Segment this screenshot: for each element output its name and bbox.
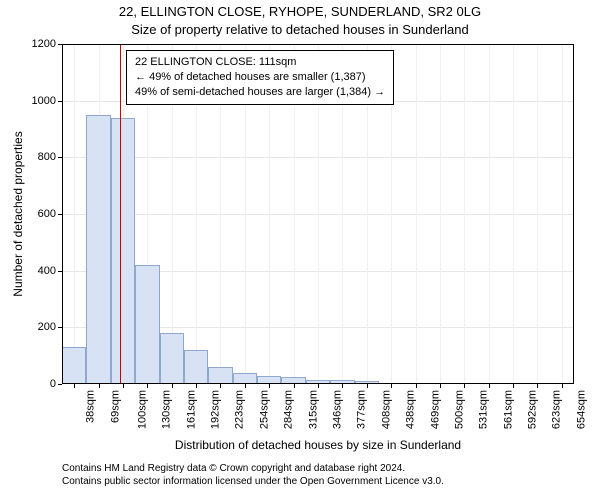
x-tick-label: 377sqm bbox=[356, 390, 368, 429]
x-tick-label: 100sqm bbox=[137, 390, 149, 429]
x-tick-mark bbox=[245, 384, 246, 388]
x-tick-mark bbox=[269, 384, 270, 388]
x-tick-mark bbox=[391, 384, 392, 388]
x-tick-mark bbox=[537, 384, 538, 388]
x-tick-mark bbox=[562, 384, 563, 388]
x-tick-label: 346sqm bbox=[332, 390, 344, 429]
x-tick-mark bbox=[464, 384, 465, 388]
page-title: 22, ELLINGTON CLOSE, RYHOPE, SUNDERLAND,… bbox=[0, 4, 600, 19]
y-tick-mark bbox=[58, 384, 62, 385]
x-tick-label: 254sqm bbox=[258, 390, 270, 429]
x-tick-label: 223sqm bbox=[234, 390, 246, 429]
x-tick-mark bbox=[74, 384, 75, 388]
x-axis-label: Distribution of detached houses by size … bbox=[62, 438, 574, 452]
x-tick-label: 561sqm bbox=[502, 390, 514, 429]
footer-line-2: Contains public sector information licen… bbox=[62, 475, 444, 488]
x-tick-mark bbox=[367, 384, 368, 388]
x-tick-label: 438sqm bbox=[405, 390, 417, 429]
x-tick-mark bbox=[318, 384, 319, 388]
x-tick-mark bbox=[147, 384, 148, 388]
x-tick-label: 500sqm bbox=[453, 390, 465, 429]
x-tick-mark bbox=[294, 384, 295, 388]
x-tick-label: 161sqm bbox=[185, 390, 197, 429]
x-tick-mark bbox=[489, 384, 490, 388]
info-line-2: ← 49% of detached houses are smaller (1,… bbox=[135, 70, 385, 85]
chart-container: 22, ELLINGTON CLOSE, RYHOPE, SUNDERLAND,… bbox=[0, 0, 600, 500]
x-tick-label: 130sqm bbox=[161, 390, 173, 429]
x-tick-label: 69sqm bbox=[109, 390, 121, 423]
x-tick-label: 654sqm bbox=[575, 390, 587, 429]
x-tick-mark bbox=[342, 384, 343, 388]
x-tick-mark bbox=[196, 384, 197, 388]
x-tick-label: 192sqm bbox=[210, 390, 222, 429]
x-tick-mark bbox=[416, 384, 417, 388]
x-tick-mark bbox=[440, 384, 441, 388]
info-line-3: 49% of semi-detached houses are larger (… bbox=[135, 85, 385, 100]
x-tick-mark bbox=[220, 384, 221, 388]
x-tick-mark bbox=[99, 384, 100, 388]
page-subtitle: Size of property relative to detached ho… bbox=[0, 22, 600, 37]
x-tick-label: 408sqm bbox=[380, 390, 392, 429]
x-tick-label: 592sqm bbox=[527, 390, 539, 429]
footer-line-1: Contains HM Land Registry data © Crown c… bbox=[62, 462, 444, 475]
x-tick-mark bbox=[172, 384, 173, 388]
x-tick-label: 469sqm bbox=[429, 390, 441, 429]
x-tick-label: 531sqm bbox=[478, 390, 490, 429]
x-tick-label: 315sqm bbox=[307, 390, 319, 429]
x-tick-mark bbox=[513, 384, 514, 388]
x-tick-label: 284sqm bbox=[283, 390, 295, 429]
attribution-footer: Contains HM Land Registry data © Crown c… bbox=[62, 462, 444, 488]
x-tick-label: 623sqm bbox=[551, 390, 563, 429]
info-line-1: 22 ELLINGTON CLOSE: 111sqm bbox=[135, 55, 385, 70]
y-axis-label: Number of detached properties bbox=[11, 131, 25, 296]
x-tick-label: 38sqm bbox=[85, 390, 97, 423]
property-info-box: 22 ELLINGTON CLOSE: 111sqm ← 49% of deta… bbox=[126, 50, 394, 105]
x-tick-mark bbox=[123, 384, 124, 388]
